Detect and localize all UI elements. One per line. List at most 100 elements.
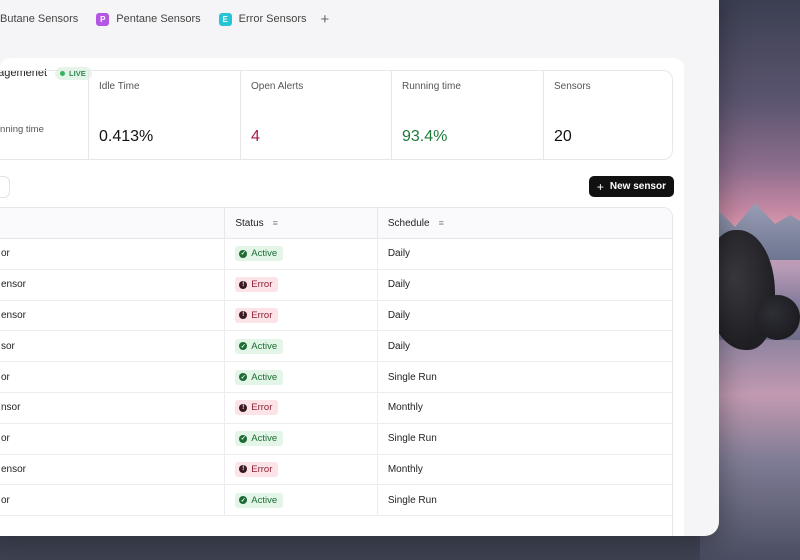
cell-status: ✓ Active [225, 331, 378, 362]
status-badge: ✓ Active [235, 492, 284, 508]
schedule-label: Daily [387, 248, 411, 260]
status-badge: ✓ Active [235, 431, 284, 447]
schedule-label: Monthly [387, 402, 423, 414]
schedule-label: Single Run [387, 371, 437, 383]
column-header-name[interactable]: ≡ [0, 208, 226, 238]
stat-value: 20 [554, 128, 572, 145]
cell-sensor-name: sor [0, 331, 226, 362]
add-tab-icon[interactable]: + [320, 10, 330, 28]
stat-label: Idle Time [99, 81, 140, 92]
table-row[interactable]: ensor! Error Monthly [0, 454, 672, 486]
table-row[interactable]: sor ✓ Active Daily [0, 331, 672, 363]
cell-status: ✓ Active [225, 362, 378, 392]
header-label: Status [235, 217, 264, 229]
column-header-schedule[interactable]: Schedule ≡ [378, 208, 672, 238]
status-label: Active [251, 248, 278, 260]
sensor-name: sor [1, 340, 15, 352]
sensor-name: ensor [1, 463, 27, 475]
sensors-table: ≡ Status ≡ Schedule ≡ or✓ActiveDailyenso… [0, 207, 673, 536]
live-label: LIVE [69, 68, 86, 78]
exclamation-circle-icon: ! [239, 465, 248, 474]
cell-schedule: Monthly [378, 455, 672, 485]
cell-status: ! Error [225, 392, 378, 423]
sensor-name: nsor [1, 402, 21, 414]
schedule-label: Monthly [387, 463, 423, 475]
stat-intro-desc: l the running time [0, 124, 44, 135]
table-row[interactable]: ensor ! Error Daily [0, 300, 672, 332]
cell-sensor-name: or [0, 362, 226, 392]
cell-sensor-name: or [0, 485, 226, 516]
cell-sensor-name: nsor [0, 392, 226, 423]
check-circle-icon: ✓ [239, 496, 248, 505]
stat-value: 93.4% [402, 128, 448, 145]
cell-status: ✓ Active [225, 423, 378, 454]
table-row[interactable]: or ✓ Active Single Run [0, 485, 672, 517]
tab-error-sensors[interactable]: E Error Sensors [218, 12, 307, 26]
live-badge: LIVE [55, 66, 92, 80]
sensor-name: ensor [1, 309, 27, 321]
check-circle-icon: ✓ [239, 373, 248, 382]
table-row[interactable]: nsor ! Error Monthly [0, 392, 672, 424]
table-header: ≡ Status ≡ Schedule ≡ [0, 208, 672, 239]
cell-sensor-name: ensor [0, 300, 226, 331]
status-badge: ! Error [235, 307, 279, 323]
cell-schedule: Monthly [378, 393, 672, 423]
status-label: Active [251, 494, 278, 506]
cell-schedule: Daily [378, 239, 672, 269]
stat-running-time: Running time 93.4% [392, 71, 544, 159]
status-badge: ! Error [235, 277, 279, 293]
status-badge: ✓ Active [235, 369, 284, 385]
table-row[interactable]: or ✓ Active Daily [0, 239, 672, 270]
status-label: Active [251, 433, 278, 445]
cell-schedule: Single Run [378, 485, 672, 515]
plus-icon: + [596, 179, 604, 194]
check-circle-icon: ✓ [239, 434, 248, 443]
stat-label: Open Alerts [251, 81, 304, 92]
tab-label: Error Sensors [238, 13, 307, 25]
stat-label: Sensors [554, 81, 591, 92]
schedule-label: Daily [387, 340, 411, 352]
status-label: Error [251, 463, 273, 475]
table-row[interactable]: or ✓ Active Single Run [0, 423, 672, 455]
filter-icon[interactable]: ≡ [272, 218, 278, 228]
cell-status: ! Error [225, 454, 378, 485]
cell-status: ✓ Active [225, 239, 378, 269]
table-body: or ✓ Active Daily ensor! Error Daily ensor! Erro… [0, 239, 672, 517]
status-badge: ✓ Active [235, 338, 284, 354]
sensor-name: ensor [1, 279, 27, 291]
tab-badge-p: P [96, 12, 110, 26]
backdrop-rock-small [755, 295, 800, 340]
status-label: Error [251, 279, 273, 291]
status-label: Active [251, 371, 278, 383]
tab-butane-sensors[interactable]: Butane Sensors [0, 13, 78, 25]
filter-icon[interactable]: ≡ [438, 218, 444, 228]
header-label: Schedule [387, 217, 430, 229]
cell-status: ! Error [225, 269, 378, 300]
sensor-name: or [1, 248, 10, 260]
tab-pentane-sensors[interactable]: P Pentane Sensors [96, 12, 201, 26]
table-row[interactable]: or ✓ Active Single Run [0, 362, 672, 393]
cell-sensor-name: or [0, 423, 226, 454]
stat-idle-time: Idle Time 0.413% [89, 71, 241, 159]
status-label: Error [251, 309, 273, 321]
stat-intro: s l the running time [0, 71, 89, 159]
status-label: Error [251, 402, 273, 414]
cell-sensor-name: ensor [0, 454, 226, 485]
stats-panel: s l the running time Idle Time 0.413% Op… [0, 70, 673, 160]
new-sensor-button[interactable]: + New sensor [588, 176, 674, 197]
cell-sensor-name: ensor [0, 269, 226, 300]
status-label: Active [251, 340, 278, 352]
table-toolbar: + New sensor [0, 174, 674, 198]
cell-schedule: Daily [378, 301, 672, 331]
stat-value: 0.413% [99, 128, 154, 145]
stat-value: 4 [251, 128, 260, 145]
status-badge: ✓ Active [235, 246, 284, 262]
check-circle-icon: ✓ [239, 342, 248, 351]
column-header-status[interactable]: Status ≡ [225, 208, 378, 238]
status-badge: ! Error [235, 400, 279, 416]
stat-label: Running time [402, 81, 461, 92]
cell-schedule: Daily [378, 270, 672, 300]
search-input[interactable] [0, 176, 10, 198]
table-row[interactable]: ensor ! Error Daily [0, 269, 672, 301]
schedule-label: Single Run [387, 433, 437, 445]
